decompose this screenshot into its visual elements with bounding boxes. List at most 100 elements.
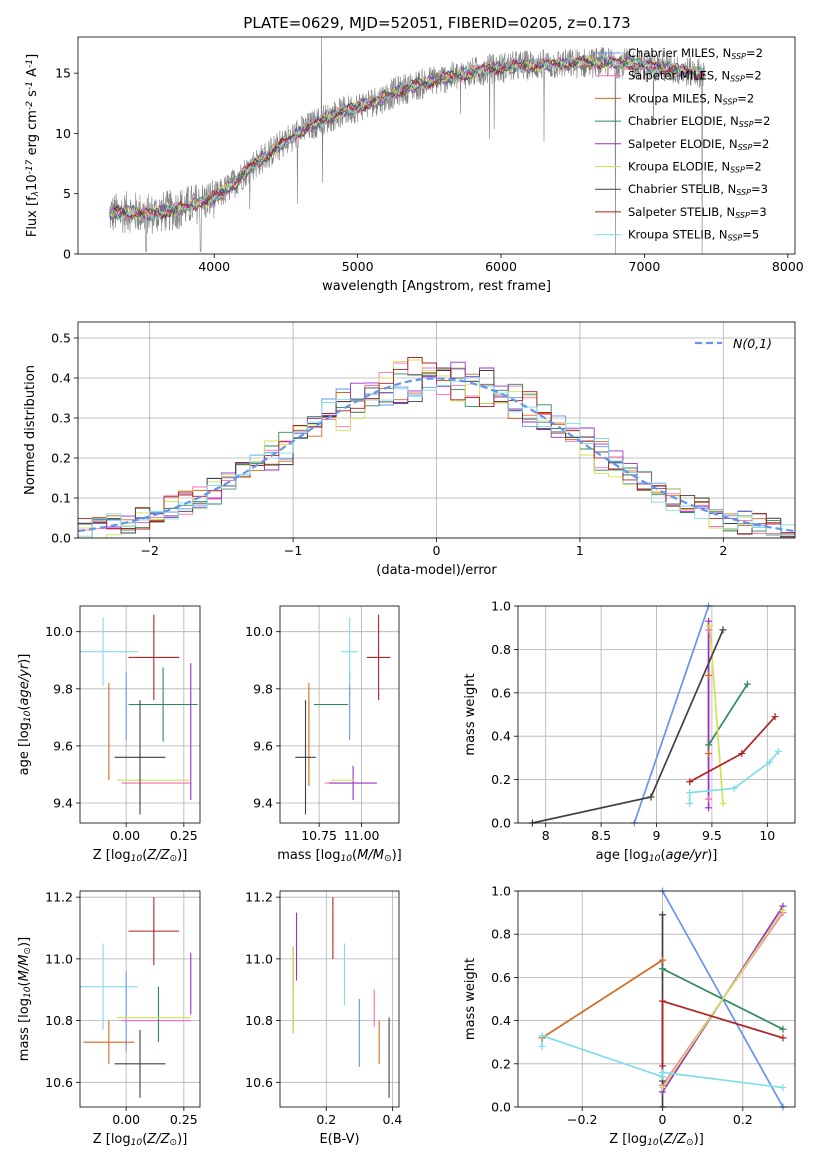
y-tick-label: 0.2 (491, 1056, 511, 1071)
model-spectrum-5 (109, 54, 705, 221)
weight-marker-7-2 (771, 713, 779, 721)
legend-label-5: Kroupa ELODIE, NSSP=2 (628, 160, 762, 175)
weight-marker-2-1 (659, 956, 667, 964)
chart-age-vs-Z: 0.00 0.25 9.4 9.6 9.8 10.0 Z [log10(Z/Z⊙)] age … (17, 605, 201, 864)
x-tick-label: 10.75 (301, 828, 337, 843)
weight-marker-5-0 (659, 1084, 667, 1092)
y-tick-label: 0.2 (51, 451, 71, 466)
y-tick-label: 0.0 (51, 531, 71, 546)
x-tick-label: 9.5 (702, 828, 722, 843)
weight-marker-2-0 (705, 671, 713, 679)
y-tick-label: 0.6 (491, 685, 511, 700)
weight-marker-1-0 (705, 626, 713, 634)
axes-frame (77, 321, 796, 539)
weight-marker-4-0 (705, 617, 713, 625)
weight-marker-7-2 (779, 1034, 787, 1042)
x-tick-label: −2 (140, 543, 158, 558)
chart-weight-vs-Z: −0.2 0 0.2 0.0 0.2 0.4 0.6 0.8 1.0 Z [log10(Z/Z⊙)… (463, 884, 796, 1148)
y-tick-label: 11.0 (245, 951, 273, 966)
y-tick-label: 9.4 (53, 796, 73, 811)
x-tick-label: 4000 (198, 259, 230, 274)
x-tick-label: 8000 (772, 259, 804, 274)
plot-area (80, 897, 192, 1098)
y-tick-label: 0.4 (491, 1013, 511, 1028)
plot-area (78, 357, 795, 538)
weight-line-2 (541, 959, 663, 1039)
x-tick-label: 0 (433, 543, 441, 558)
weight-line-6 (532, 629, 724, 823)
y-tick-label: 1.0 (491, 599, 511, 614)
y-tick-label: 9.8 (253, 681, 273, 696)
y-axis-label: Normed distribution (23, 365, 38, 495)
weight-marker-8-4 (774, 747, 782, 755)
legend-label-6: Chabrier STELIB, NSSP=3 (628, 182, 768, 197)
axes-frame (517, 605, 796, 824)
weight-marker-3-1 (743, 680, 751, 688)
legend-label-reference: N(0,1) (733, 336, 772, 351)
x-axis-label: mass [log10(M/M⊙)] (277, 848, 401, 864)
plot-area (109, 37, 705, 254)
y-tick-label: 15 (55, 66, 71, 81)
weight-line-8 (688, 750, 780, 804)
weight-marker-7-1 (659, 997, 667, 1005)
weight-line-5 (661, 909, 784, 1089)
model-spectrum-3 (109, 55, 705, 222)
axes-frame (517, 890, 796, 1108)
y-axis-label: age [log10(age/yr)] (17, 654, 33, 776)
chart-residuals: −2 −1 0 1 2 0.0 0.1 0.2 0.3 0.4 0.5 (data-model)/er… (23, 321, 796, 578)
weight-line-7 (689, 716, 776, 783)
y-tick-label: 10.6 (45, 1075, 73, 1090)
x-tick-label: 5000 (342, 259, 374, 274)
y-tick-label: 10.0 (245, 624, 273, 639)
x-axis-label: age [log10(age/yr)] (596, 848, 718, 864)
x-tick-label: −0.2 (567, 1112, 597, 1127)
weight-marker-7-0 (686, 778, 694, 786)
x-axis-label: E(B-V) (319, 1132, 359, 1147)
y-tick-label: 10.8 (245, 1013, 273, 1028)
histogram-8 (78, 376, 795, 537)
weight-marker-6-2 (659, 911, 667, 919)
y-tick-label: 9.8 (53, 681, 73, 696)
weight-line-0 (633, 606, 710, 823)
y-tick-label: 10.6 (245, 1075, 273, 1090)
weight-marker-5-1 (719, 799, 727, 807)
chart-spectrum: 4000 5000 6000 7000 8000 0 5 10 15 wavelength [An… (25, 14, 804, 294)
y-tick-label: 0.1 (51, 491, 71, 506)
weight-marker-8-3 (766, 758, 774, 766)
weight-marker-5-0 (706, 622, 714, 630)
weight-marker-6-2 (719, 626, 727, 634)
y-axis-label: mass weight (463, 958, 478, 1040)
axes-frame (77, 36, 796, 255)
y-tick-label: 0.0 (491, 816, 511, 831)
y-axis-label: mass [log10(M/M⊙)] (17, 937, 33, 1061)
weight-marker-8-3 (659, 1068, 667, 1076)
x-tick-label: 0.00 (112, 1112, 140, 1127)
x-tick-label: 10 (759, 828, 775, 843)
x-axis-label: Z [log10(Z/Z⊙)] (93, 848, 188, 864)
legend-label-2: Kroupa MILES, NSSP=2 (628, 91, 754, 106)
legend-label-1: Salpeter MILES, NSSP=2 (628, 69, 762, 84)
x-axis-label: Z [log10(Z/Z⊙)] (93, 1132, 188, 1148)
weight-marker-2-1 (705, 750, 713, 758)
plot-area (80, 614, 198, 815)
y-tick-label: 0.5 (51, 331, 71, 346)
y-axis-label: Flux [fλ10-17 erg cm-2 s-1 A-1] (25, 54, 41, 237)
weight-line-7 (661, 1000, 784, 1066)
weight-marker-8-0 (538, 1043, 546, 1051)
x-tick-label: 0.2 (316, 1112, 336, 1127)
y-tick-label: 5 (63, 186, 71, 201)
y-axis-label: mass weight (463, 673, 478, 755)
y-tick-label: 0.6 (491, 970, 511, 985)
weight-marker-6-1 (647, 793, 655, 801)
axes-frame (79, 605, 201, 824)
x-axis-label: Z [log10(Z/Z⊙)] (609, 1132, 704, 1148)
legend-label-3: Chabrier ELODIE, NSSP=2 (628, 114, 770, 129)
y-tick-label: 0.8 (491, 927, 511, 942)
weight-marker-8-4 (779, 1084, 787, 1092)
x-tick-label: 2 (719, 543, 727, 558)
y-tick-label: 11.2 (245, 890, 273, 905)
y-tick-label: 0.2 (491, 772, 511, 787)
y-tick-label: 0.8 (491, 642, 511, 657)
weight-marker-7-0 (659, 1062, 667, 1070)
x-tick-label: 11.00 (344, 828, 380, 843)
